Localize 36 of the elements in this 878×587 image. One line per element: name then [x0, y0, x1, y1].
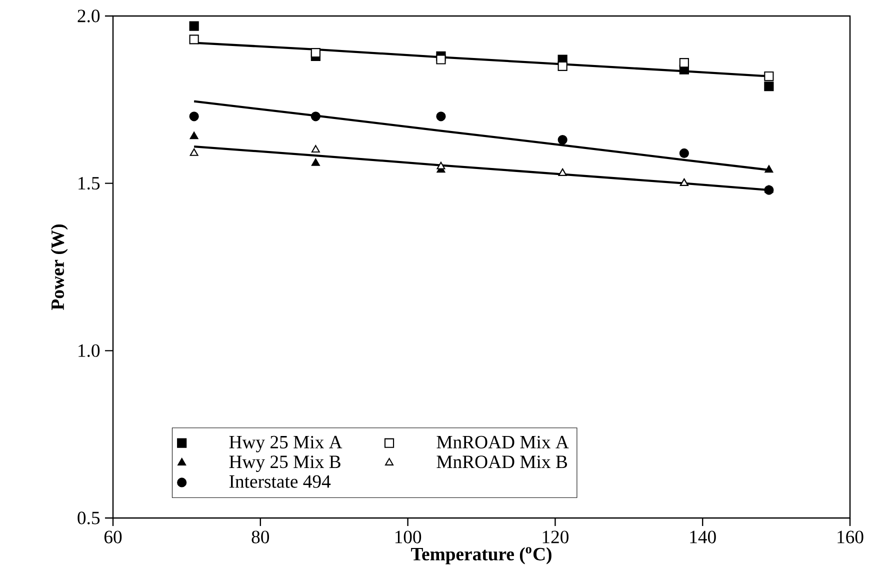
point	[764, 165, 774, 173]
point	[764, 81, 774, 92]
point	[436, 162, 446, 170]
point	[558, 61, 568, 71]
x-axis-title: Temperature ($^{o}$C)	[411, 547, 552, 564]
point	[189, 112, 199, 122]
x-tick-label: 100	[395, 530, 422, 544]
x-tick-label: 120	[542, 530, 568, 544]
point	[436, 112, 446, 122]
legend-label: Interstate 494	[229, 475, 331, 488]
legend-label: Hwy 25 Mix B	[229, 456, 340, 472]
point	[679, 58, 689, 68]
point	[311, 145, 320, 153]
y-tick-label: 2.0	[78, 10, 100, 22]
x-tick-label: 160	[838, 530, 864, 544]
point	[190, 148, 198, 156]
y-tick-label: 0.5	[78, 512, 100, 524]
x-tick-label: 140	[690, 530, 716, 544]
legend-label: MnROAD Mix A	[436, 436, 569, 448]
point	[190, 132, 198, 140]
point	[558, 135, 568, 145]
point	[310, 112, 320, 122]
point	[310, 48, 320, 58]
x-tick-label: 60	[104, 530, 122, 544]
point	[764, 71, 774, 82]
x-tick-label: 80	[252, 530, 270, 544]
point	[436, 54, 446, 64]
y-axis-title: Power (W)	[50, 224, 68, 310]
point	[679, 148, 689, 158]
y-tick-label: 1.0	[78, 344, 100, 358]
legend-label: Hwy 25 Mix A	[229, 436, 342, 452]
legend-label: MnROAD Mix B	[436, 456, 567, 468]
y-tick-label: 1.5	[78, 177, 100, 190]
point	[311, 158, 320, 166]
point	[189, 21, 199, 31]
point	[189, 34, 199, 44]
